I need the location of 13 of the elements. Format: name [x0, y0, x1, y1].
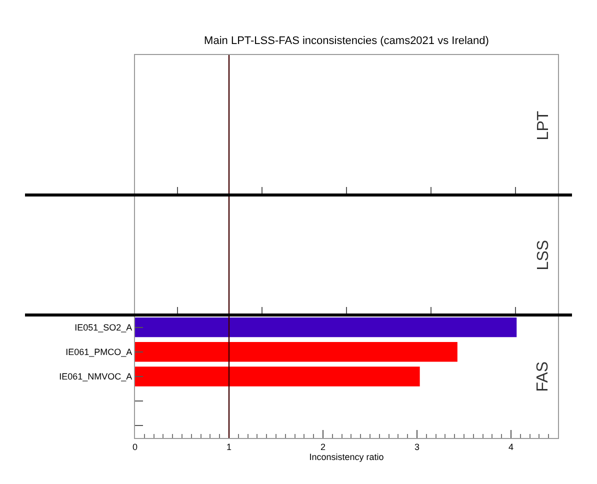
- annotation: FAS: [534, 361, 552, 392]
- text: Main LPT-LSS-FAS inconsistencies (cams2021 vs Ireland): [204, 34, 489, 47]
- x-tick-label: 3: [414, 442, 420, 452]
- x-tick-label: 0: [132, 442, 138, 452]
- y-tick-label: IE061_PMCO_A: [66, 347, 132, 358]
- text: LSS: [535, 240, 552, 270]
- x-tick-label: 2: [320, 442, 326, 452]
- text: LPT: [535, 110, 552, 140]
- x-tick-label: 1: [226, 442, 232, 452]
- y-tick-label: IE051_SO2_A: [74, 322, 132, 332]
- x-tick-label: 4: [508, 442, 514, 452]
- x-axis-title: Inconsistency ratio: [309, 452, 384, 462]
- y-tick-label: IE061_NMVOC_A: [59, 372, 132, 382]
